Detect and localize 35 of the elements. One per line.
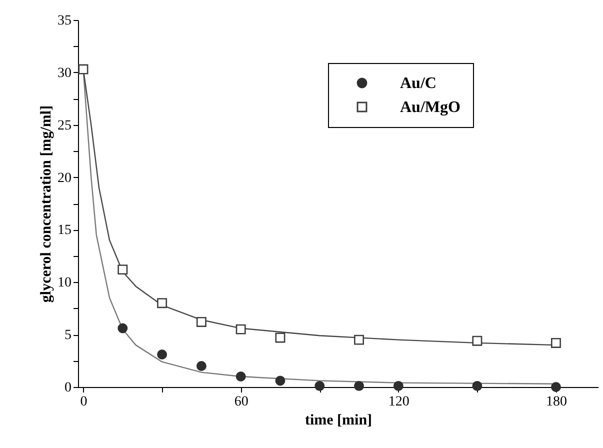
legend-label: Au/MgO bbox=[400, 99, 460, 116]
point bbox=[236, 372, 246, 382]
y-tick-label: 30 bbox=[58, 66, 72, 81]
y-tick-label: 5 bbox=[64, 328, 72, 344]
point bbox=[393, 380, 404, 391]
point bbox=[78, 64, 88, 74]
point bbox=[118, 264, 128, 275]
y-tick-label: 10 bbox=[58, 276, 72, 291]
point bbox=[275, 332, 286, 343]
point bbox=[157, 350, 168, 360]
point bbox=[354, 380, 364, 391]
y-tick-label: 35 bbox=[58, 14, 72, 28]
y-tick-label: 25 bbox=[58, 118, 72, 134]
x-tick-label: 60 bbox=[234, 394, 248, 410]
point bbox=[472, 336, 482, 346]
point bbox=[314, 380, 325, 391]
x-tick-label: 180 bbox=[546, 394, 567, 410]
point bbox=[157, 298, 168, 308]
y-tick-label: 20 bbox=[58, 170, 72, 186]
point bbox=[118, 323, 128, 334]
y-tick-label: 15 bbox=[58, 223, 72, 238]
y-tick-label: 0 bbox=[64, 380, 72, 396]
x-tick-label: 0 bbox=[80, 394, 88, 410]
x-axis-title: time [min] bbox=[304, 412, 372, 428]
legend-label: Au/C bbox=[400, 75, 436, 92]
x-tick-label: 120 bbox=[388, 394, 410, 410]
point bbox=[196, 317, 206, 327]
point bbox=[472, 380, 482, 391]
point bbox=[275, 376, 286, 386]
point bbox=[196, 361, 206, 371]
point bbox=[551, 338, 561, 348]
y-axis-title: glycerol concentration [mg/ml] bbox=[38, 105, 54, 303]
point bbox=[236, 324, 246, 334]
point bbox=[551, 382, 561, 392]
point bbox=[354, 334, 364, 345]
